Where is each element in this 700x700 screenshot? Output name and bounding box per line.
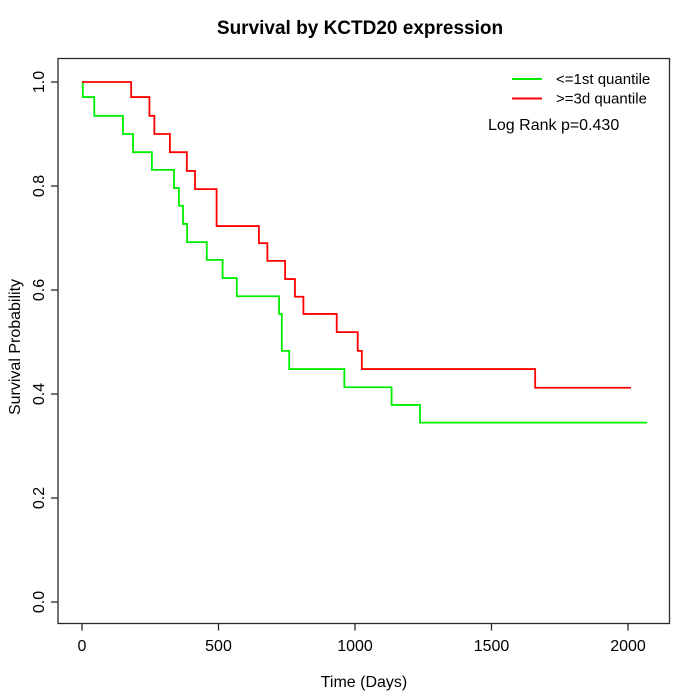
x-tick-label: 0 <box>78 638 87 655</box>
survival-curves <box>81 81 648 424</box>
y-tick-label: 0.4 <box>31 383 48 405</box>
x-tick-label: 1000 <box>337 638 373 655</box>
y-tick-label: 1.0 <box>31 71 48 93</box>
y-tick-label: 0.2 <box>31 487 48 509</box>
plot-box <box>57 57 671 625</box>
y-axis-title: Survival Probability <box>7 279 24 415</box>
x-tick-label: 500 <box>205 638 232 655</box>
legend-label-high-quantile: >=3d quantile <box>556 91 647 108</box>
legend-label-low-quantile: <=1st quantile <box>556 71 650 88</box>
y-tick-label: 0.8 <box>31 175 48 197</box>
x-axis-title: Time (Days) <box>321 674 408 691</box>
y-tick-label: 0.0 <box>31 591 48 613</box>
x-tick-label: 1500 <box>474 638 510 655</box>
y-tick-label: 0.6 <box>31 279 48 301</box>
y-axis-ticks: 0.0 0.2 0.4 0.6 0.8 1.0 <box>31 71 58 613</box>
log-rank-note: Log Rank p=0.430 <box>488 117 619 134</box>
legend: <=1st quantile >=3d quantile Log Rank p=… <box>488 71 650 134</box>
survival-curve-green <box>81 81 648 424</box>
x-axis-ticks: 0 500 1000 1500 2000 <box>78 623 646 655</box>
chart-title: Survival by KCTD20 expression <box>217 18 503 39</box>
survival-curve-red <box>82 81 632 389</box>
x-tick-label: 2000 <box>610 638 646 655</box>
